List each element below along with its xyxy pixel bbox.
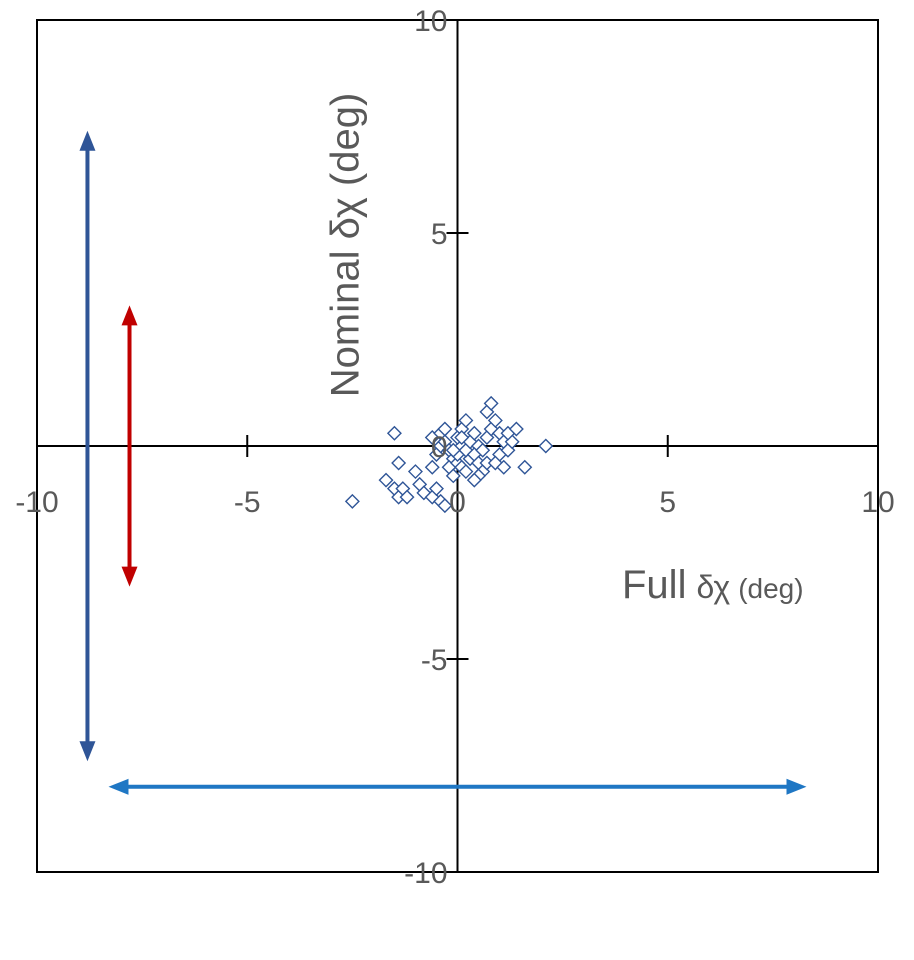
x-axis-title-main: Full (622, 563, 686, 607)
data-point (407, 464, 423, 480)
data-point (437, 498, 453, 514)
x-tick-label: -5 (234, 486, 261, 519)
data-point (496, 459, 512, 475)
data-point (458, 412, 474, 428)
data-point (437, 421, 453, 437)
data-point (391, 455, 407, 471)
data-point (483, 395, 499, 411)
y-tick-label: 5 (431, 218, 448, 251)
data-point (454, 429, 470, 445)
arrow-head (108, 778, 129, 795)
data-point (344, 493, 360, 509)
x-axis-title-symbol: δχ (696, 569, 730, 605)
data-point (466, 425, 482, 441)
data-point (378, 472, 394, 488)
data-point (424, 459, 440, 475)
arrow-head (786, 778, 807, 795)
data-point (445, 442, 461, 458)
y-tick-label: 10 (414, 5, 447, 38)
data-points (344, 395, 554, 514)
arrow-head (121, 305, 138, 326)
y-tick-label: -5 (421, 644, 448, 677)
data-point (399, 489, 415, 505)
x-tick-label: 0 (449, 486, 466, 519)
x-tick-label: 10 (861, 486, 894, 519)
data-point (538, 438, 554, 454)
x-tick-label: 5 (659, 486, 676, 519)
arrow-head (79, 741, 96, 762)
x-tick-label: -10 (15, 486, 58, 519)
range-arrows (79, 130, 807, 795)
arrow-head (121, 566, 138, 587)
tick-labels: -10 -5 0 5 10 -10 -5 0 5 10 (15, 5, 894, 890)
data-point (475, 442, 491, 458)
data-point (445, 468, 461, 484)
data-point (386, 425, 402, 441)
y-tick-label: -10 (404, 857, 447, 890)
data-point (487, 412, 503, 428)
data-point (508, 421, 524, 437)
x-axis-title: Full δχ (deg) (622, 563, 804, 607)
y-axis-title: Nominal δχ (deg) (324, 93, 368, 398)
data-point (466, 472, 482, 488)
data-point (458, 464, 474, 480)
y-tick-label: 0 (431, 431, 448, 464)
data-point (428, 481, 444, 497)
data-point (517, 459, 533, 475)
arrow-head (79, 130, 96, 151)
x-axis-title-unit: (deg) (738, 573, 803, 604)
